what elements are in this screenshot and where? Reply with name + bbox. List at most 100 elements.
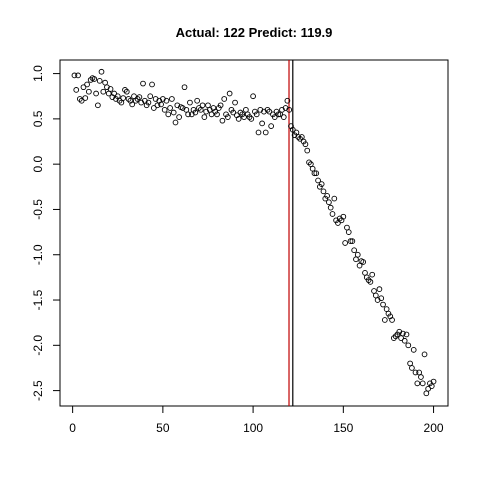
point bbox=[91, 76, 98, 82]
y-tick-label: 0.0 bbox=[31, 155, 45, 172]
point bbox=[226, 90, 233, 97]
point bbox=[158, 101, 164, 108]
point bbox=[248, 116, 255, 122]
point bbox=[275, 111, 282, 118]
point bbox=[392, 333, 399, 340]
point bbox=[327, 204, 334, 211]
point bbox=[389, 317, 395, 323]
y-tick-label: 0.5 bbox=[31, 110, 45, 127]
point bbox=[199, 102, 206, 109]
point bbox=[304, 147, 311, 154]
point bbox=[421, 351, 428, 358]
point bbox=[266, 108, 273, 115]
y-tick-label: -0.5 bbox=[31, 199, 45, 220]
x-tick-label: 50 bbox=[156, 421, 170, 435]
point bbox=[381, 317, 388, 323]
point bbox=[80, 84, 87, 91]
point bbox=[268, 123, 274, 129]
point bbox=[87, 77, 94, 83]
point bbox=[169, 96, 175, 102]
point bbox=[100, 88, 107, 95]
point bbox=[149, 81, 155, 88]
point bbox=[194, 97, 201, 104]
point bbox=[369, 271, 376, 278]
point bbox=[78, 97, 85, 104]
point bbox=[232, 99, 238, 106]
point bbox=[136, 94, 143, 100]
point bbox=[302, 141, 309, 148]
point bbox=[418, 374, 424, 380]
point bbox=[170, 109, 177, 116]
point bbox=[167, 105, 173, 111]
point bbox=[201, 114, 208, 120]
point bbox=[192, 109, 199, 116]
point bbox=[185, 111, 191, 118]
point bbox=[403, 331, 410, 338]
point bbox=[230, 109, 237, 116]
point bbox=[129, 101, 136, 108]
point bbox=[235, 116, 242, 122]
point bbox=[122, 87, 128, 93]
point bbox=[280, 114, 287, 120]
point bbox=[365, 277, 372, 283]
point bbox=[315, 177, 321, 184]
point bbox=[401, 337, 408, 344]
point bbox=[297, 135, 303, 142]
point bbox=[405, 342, 412, 349]
point bbox=[123, 88, 130, 95]
point bbox=[77, 96, 83, 102]
point bbox=[120, 95, 127, 101]
point bbox=[217, 102, 224, 109]
point bbox=[73, 87, 80, 93]
point bbox=[196, 105, 202, 111]
point bbox=[125, 96, 132, 102]
point bbox=[306, 159, 312, 166]
point bbox=[425, 385, 431, 392]
point bbox=[95, 102, 101, 109]
point bbox=[342, 240, 348, 246]
point bbox=[409, 365, 415, 371]
point bbox=[82, 95, 89, 101]
y-tick-label: 1.0 bbox=[31, 65, 45, 82]
point bbox=[132, 97, 139, 104]
point bbox=[378, 295, 385, 302]
point bbox=[86, 88, 92, 95]
x-tick-label: 200 bbox=[424, 421, 444, 435]
point bbox=[237, 109, 244, 116]
point bbox=[241, 114, 247, 120]
point bbox=[354, 251, 361, 258]
point bbox=[187, 99, 193, 106]
point bbox=[116, 97, 123, 104]
point bbox=[181, 84, 188, 91]
y-tick-label: -2.5 bbox=[31, 380, 45, 401]
point bbox=[253, 111, 260, 118]
point bbox=[134, 96, 141, 102]
point bbox=[111, 90, 117, 97]
point bbox=[246, 114, 253, 120]
point bbox=[400, 330, 406, 337]
point bbox=[147, 93, 154, 100]
point bbox=[412, 369, 419, 376]
point bbox=[410, 346, 417, 353]
point bbox=[347, 238, 354, 245]
point bbox=[93, 90, 99, 97]
point bbox=[329, 211, 336, 217]
point bbox=[75, 72, 81, 79]
point bbox=[419, 380, 426, 387]
point bbox=[349, 238, 356, 245]
point bbox=[367, 279, 374, 285]
point bbox=[264, 106, 271, 113]
point bbox=[208, 111, 215, 118]
point bbox=[259, 120, 265, 127]
point bbox=[107, 86, 114, 92]
point bbox=[345, 229, 352, 235]
point bbox=[140, 80, 146, 87]
x-tick-label: 150 bbox=[333, 421, 353, 435]
point bbox=[219, 117, 226, 124]
point bbox=[326, 199, 332, 206]
point bbox=[391, 335, 397, 341]
point bbox=[163, 97, 170, 104]
point bbox=[255, 129, 262, 136]
point bbox=[414, 380, 421, 387]
